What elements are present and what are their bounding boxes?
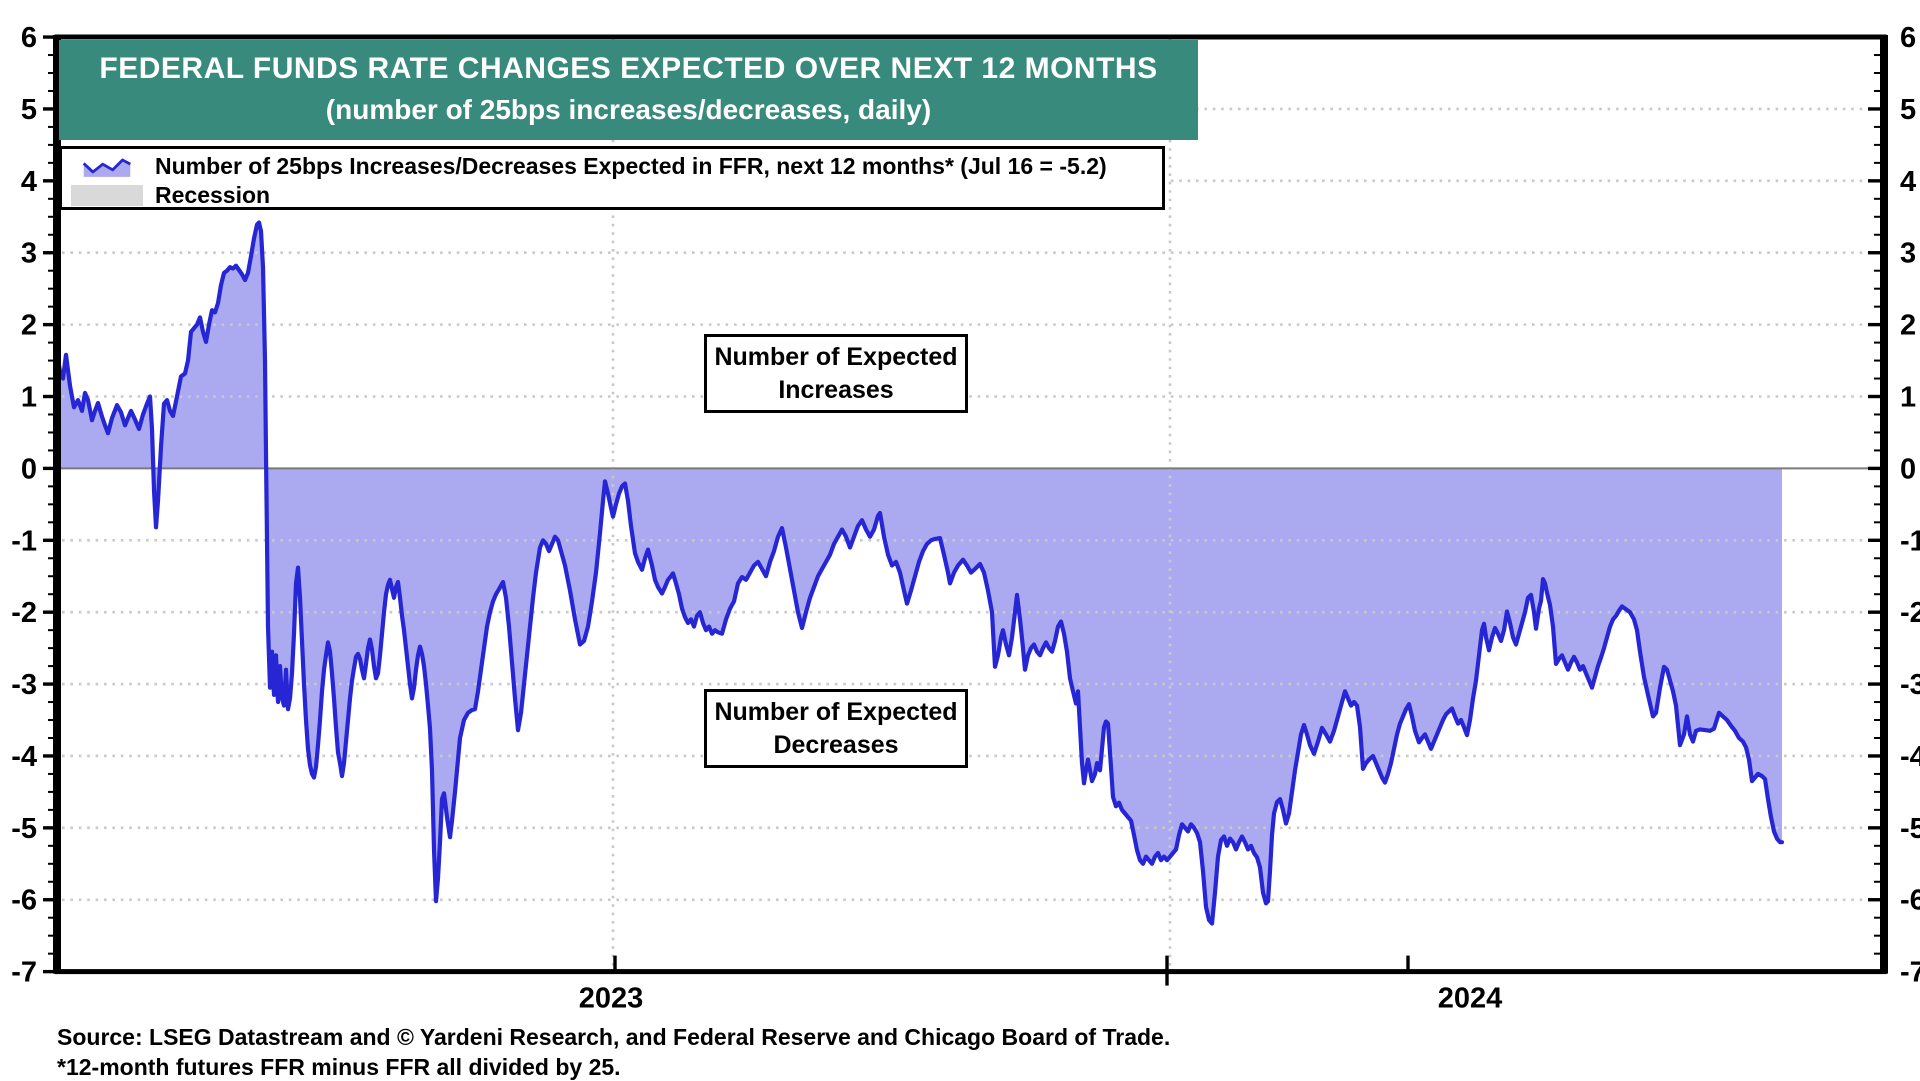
- title-banner: FEDERAL FUNDS RATE CHANGES EXPECTED OVER…: [59, 40, 1198, 140]
- source-credit: Source: LSEG Datastream and © Yardeni Re…: [57, 1024, 1171, 1050]
- legend: Number of 25bps Increases/Decreases Expe…: [59, 146, 1165, 210]
- series-line: [54, 220, 1785, 926]
- y-axis-tick-label-right: 4: [1900, 166, 1916, 198]
- y-axis-tick-label-left: -7: [11, 957, 37, 989]
- y-axis-tick-label-right: -4: [1900, 741, 1920, 773]
- y-axis-tick-label-right: 5: [1900, 94, 1916, 126]
- recession-swatch-icon: [71, 185, 143, 206]
- y-axis-tick-label-right: -2: [1900, 597, 1920, 629]
- y-axis-tick-label-right: -6: [1900, 885, 1920, 917]
- y-axis-tick-label-right: -7: [1900, 957, 1920, 989]
- y-axis-tick-label-left: -6: [11, 885, 37, 917]
- y-axis-tick-label-left: -2: [11, 597, 37, 629]
- legend-row-recession: Recession: [71, 181, 1162, 210]
- legend-series-label: Number of 25bps Increases/Decreases Expe…: [155, 153, 1107, 179]
- y-axis-tick-label-right: 6: [1900, 22, 1916, 54]
- y-axis-tick-label-left: 1: [21, 382, 37, 414]
- y-axis-tick-label-left: 2: [21, 310, 37, 342]
- y-axis-tick-label-left: 4: [21, 166, 37, 198]
- annotation-increases-line1: Number of Expected: [714, 343, 958, 371]
- legend-row-series: Number of 25bps Increases/Decreases Expe…: [71, 152, 1162, 181]
- y-axis-tick-label-left: -3: [11, 669, 37, 701]
- y-axis-tick-label-right: 0: [1900, 453, 1916, 485]
- y-axis-tick-label-left: 0: [21, 453, 37, 485]
- chart-title: FEDERAL FUNDS RATE CHANGES EXPECTED OVER…: [99, 52, 1158, 85]
- y-axis-tick-label-right: 1: [1900, 382, 1916, 414]
- y-axis-tick-label-left: -5: [11, 813, 37, 845]
- y-axis-tick-label-right: -3: [1900, 669, 1920, 701]
- x-axis-year-label: 2023: [579, 983, 644, 1015]
- y-axis-tick-label-right: -1: [1900, 525, 1920, 557]
- series-line-swatch-icon: [82, 158, 131, 177]
- series-area-fill: [57, 222, 1782, 924]
- annotation-decreases-line2: Decreases: [773, 730, 899, 759]
- y-axis-tick-label-right: -5: [1900, 813, 1920, 845]
- y-axis-tick-label-left: -4: [11, 741, 37, 773]
- x-axis-year-label: 2024: [1438, 983, 1503, 1015]
- y-axis-tick-label-left: -1: [11, 525, 37, 557]
- y-axis-tick-label-left: 6: [21, 22, 37, 54]
- y-axis-tick-label-left: 3: [21, 238, 37, 270]
- legend-recession-label: Recession: [155, 182, 271, 208]
- annotation-expected-increases: Number of Expected Increases: [704, 334, 968, 413]
- footnote: *12-month futures FFR minus FFR all divi…: [57, 1054, 621, 1080]
- y-axis-tick-label-right: 3: [1900, 238, 1916, 270]
- annotation-increases-line2: Increases: [778, 375, 894, 404]
- annotation-expected-decreases: Number of Expected Decreases: [704, 689, 968, 768]
- y-axis-tick-label-right: 2: [1900, 310, 1916, 342]
- annotation-decreases-line1: Number of Expected: [714, 698, 958, 726]
- chart-subtitle: (number of 25bps increases/decreases, da…: [325, 94, 932, 125]
- y-axis-tick-label-left: 5: [21, 94, 37, 126]
